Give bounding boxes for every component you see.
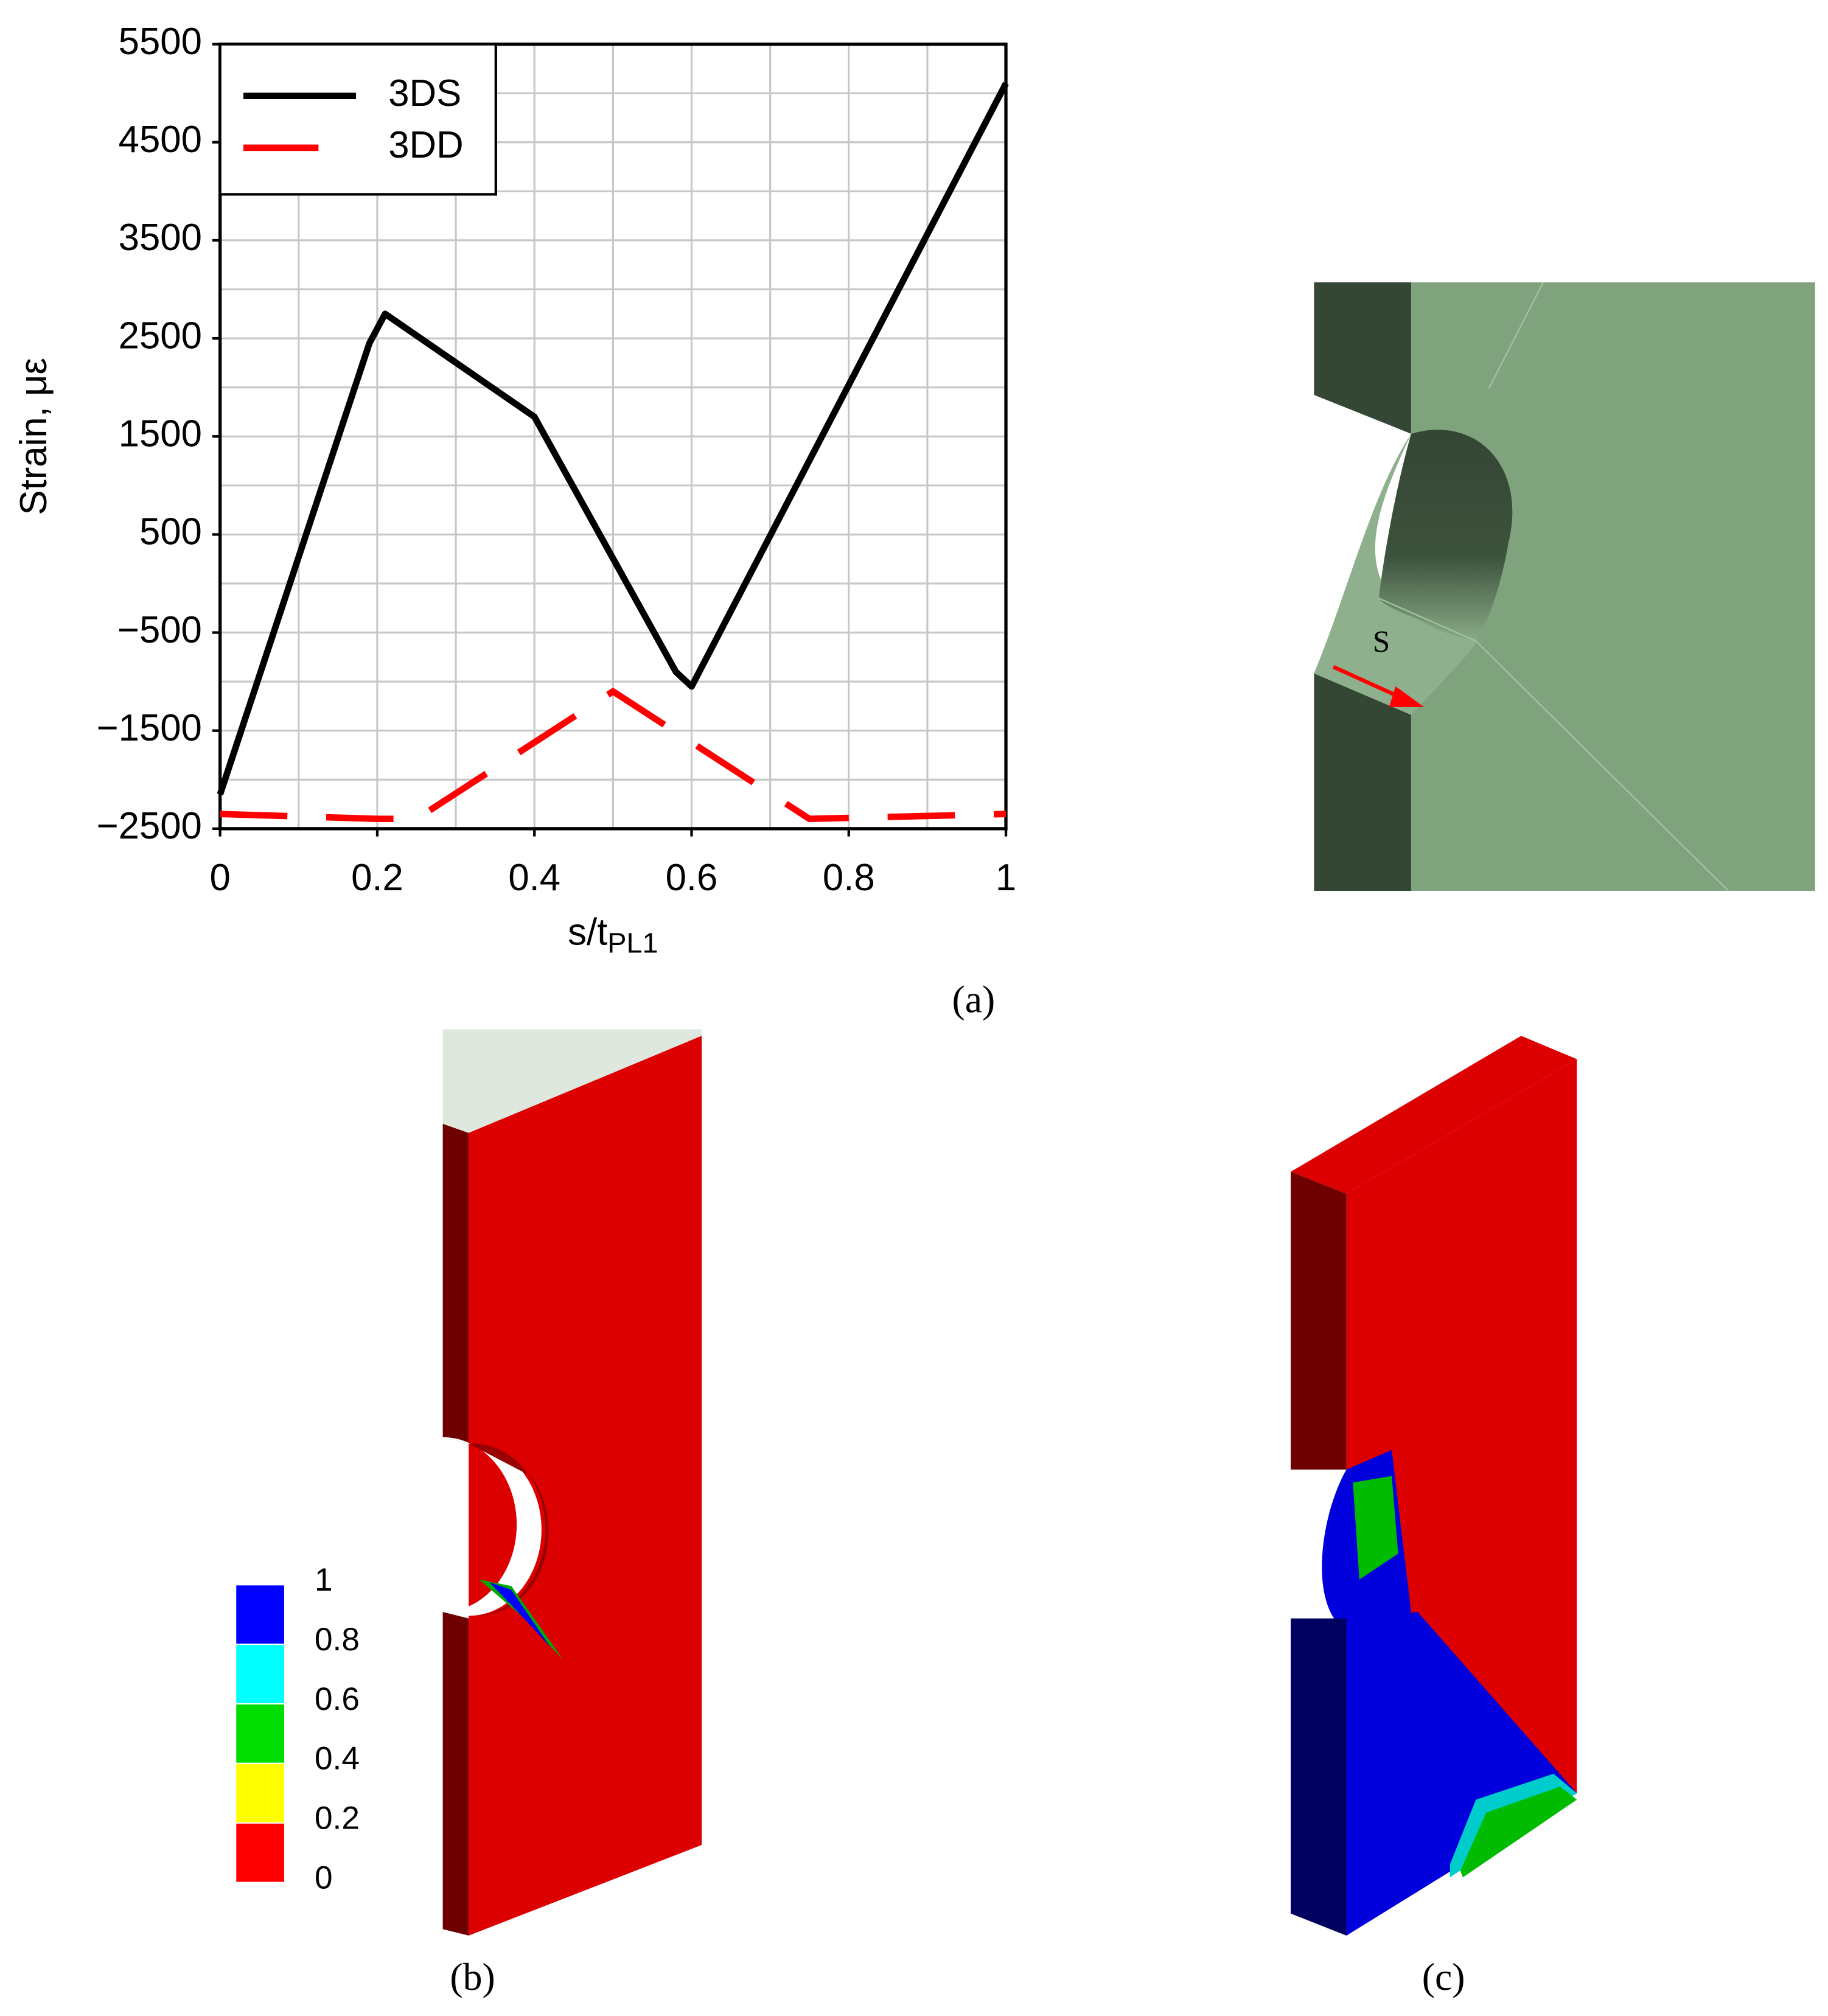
x-tick-label: 1 bbox=[996, 857, 1016, 899]
y-tick-label: 4500 bbox=[119, 119, 202, 161]
y-tick-label: 1500 bbox=[119, 413, 202, 455]
colorbar-label: 0.6 bbox=[315, 1681, 360, 1717]
y-tick-label: −500 bbox=[117, 609, 202, 651]
x-tick-label: 0.2 bbox=[351, 857, 403, 899]
annotation: S bbox=[1373, 625, 1390, 659]
legend-label: 3DD bbox=[388, 124, 463, 166]
x-tick-label: 0.6 bbox=[666, 857, 718, 899]
y-tick-label: 2500 bbox=[119, 315, 202, 357]
x-tick-label: 0.8 bbox=[823, 857, 875, 899]
colorbar-swatch bbox=[235, 1762, 286, 1824]
y-axis-label: Strain, με bbox=[13, 358, 55, 515]
y-tick-label: −2500 bbox=[97, 805, 202, 847]
colorbar-swatch bbox=[235, 1822, 286, 1883]
model-b bbox=[442, 1029, 702, 1936]
colorbar-label: 0.8 bbox=[315, 1622, 360, 1658]
panel-label: (c) bbox=[1422, 1955, 1465, 1998]
y-tick-label: −1500 bbox=[97, 707, 202, 749]
model-view bbox=[1314, 282, 1815, 891]
y-tick-label: 3500 bbox=[119, 217, 202, 259]
y-tick-label: 5500 bbox=[119, 21, 202, 63]
colorbar-label: 0 bbox=[315, 1860, 333, 1896]
colorbar-label: 1 bbox=[315, 1562, 333, 1598]
y-tick-label: 500 bbox=[139, 511, 202, 553]
colorbar-label: 0.4 bbox=[315, 1741, 360, 1777]
x-tick-label: 0 bbox=[210, 857, 231, 899]
colorbar-swatch bbox=[235, 1584, 286, 1645]
x-axis-label-sub: PL1 bbox=[607, 927, 658, 959]
legend-box bbox=[218, 43, 497, 196]
legend-label: 3DS bbox=[388, 72, 461, 114]
colorbar-swatch bbox=[235, 1703, 286, 1764]
model-c bbox=[1291, 1036, 1577, 1936]
colorbar-label: 0.2 bbox=[315, 1801, 360, 1836]
plot-frame bbox=[218, 42, 1008, 831]
x-tick-label: 0.4 bbox=[508, 857, 560, 899]
series-line bbox=[217, 82, 1009, 796]
colorbar-swatch bbox=[235, 1644, 286, 1705]
series-line bbox=[220, 688, 1006, 823]
panel-label: (b) bbox=[450, 1955, 495, 1998]
panel-label: (a) bbox=[952, 978, 995, 1021]
x-axis-label: s/tPL1 bbox=[568, 912, 658, 959]
x-axis-label-main: s/t bbox=[568, 912, 607, 954]
